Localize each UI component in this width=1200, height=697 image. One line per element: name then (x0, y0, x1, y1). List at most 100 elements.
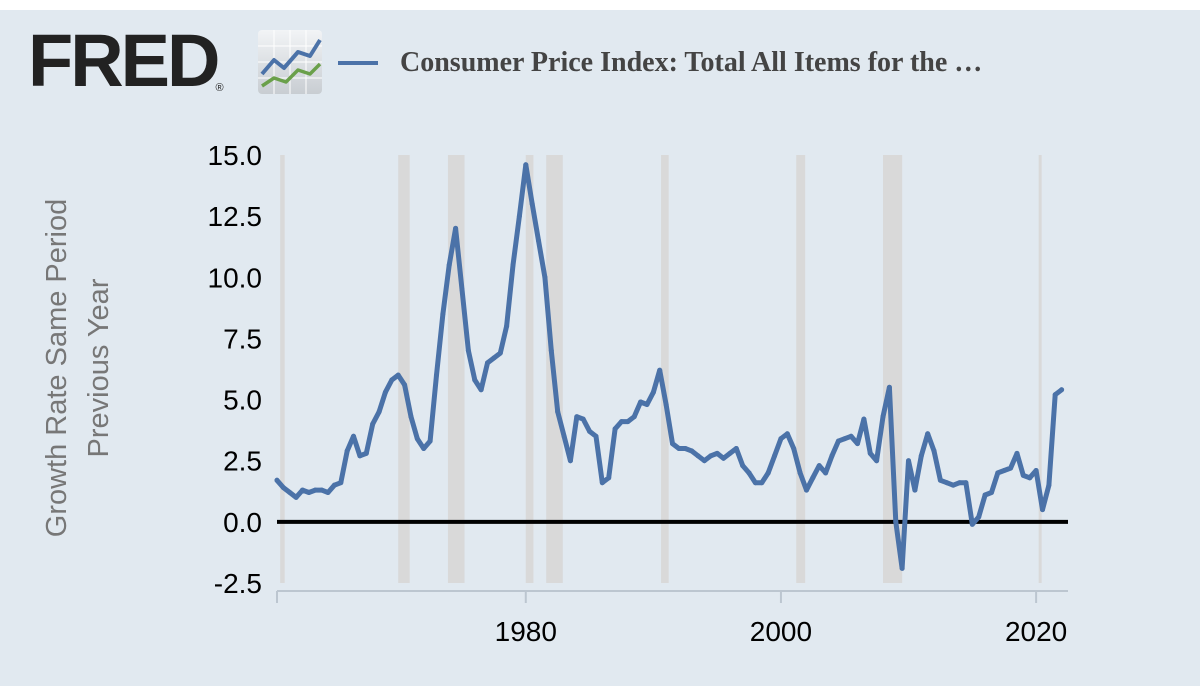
series-point (848, 433, 854, 439)
series-point (899, 565, 905, 571)
series-point (816, 463, 822, 469)
series-point (440, 311, 446, 317)
series-point (421, 445, 427, 451)
series-point (727, 450, 733, 456)
registered-mark: ® (215, 82, 224, 94)
series-point (854, 441, 860, 447)
series-point (918, 453, 924, 459)
series-point (523, 162, 529, 168)
series-point (969, 521, 975, 527)
series-point (351, 433, 357, 439)
series-point (689, 448, 695, 454)
series-point (644, 401, 650, 407)
series-point (561, 433, 567, 439)
series-point (1033, 467, 1039, 473)
series-point (995, 470, 1001, 476)
series-point (344, 448, 350, 454)
recession-band-6 (661, 155, 669, 583)
series-point (357, 453, 363, 459)
recession-band-7 (796, 155, 806, 583)
recession-shading-layer (280, 155, 1042, 583)
series-point (772, 453, 778, 459)
x-tick-label: 2020 (1005, 616, 1067, 647)
y-tick-label: 0.0 (223, 507, 262, 538)
series-point (638, 399, 644, 405)
series-point (631, 414, 637, 420)
series-point (338, 480, 344, 486)
series-point (886, 384, 892, 390)
series-point (625, 419, 631, 425)
series-point (714, 450, 720, 456)
series-point (733, 445, 739, 451)
y-tick-label: 5.0 (223, 385, 262, 416)
series-point (567, 458, 573, 464)
series-point (835, 438, 841, 444)
y-axis-title-line-2: Previous Year (83, 278, 115, 457)
series-point (925, 431, 931, 437)
x-tick-label: 1980 (495, 616, 557, 647)
fred-logo[interactable]: FRED ® (28, 24, 224, 98)
recession-band-9 (1038, 155, 1042, 583)
series-point (414, 436, 420, 442)
series-point (1059, 387, 1065, 393)
series-point (752, 480, 758, 486)
series-point (485, 360, 491, 366)
series-point (682, 445, 688, 451)
legend[interactable]: Consumer Price Index: Total All Items fo… (338, 38, 982, 88)
series-point (618, 419, 624, 425)
series-point (937, 477, 943, 483)
series-point (408, 414, 414, 420)
series-point (427, 438, 433, 444)
series-point (306, 490, 312, 496)
series-point (695, 453, 701, 459)
y-tick-label: 2.5 (223, 446, 262, 477)
x-axis-ticks: 1980 2000 2020 (276, 591, 1067, 647)
recession-band-1 (280, 155, 285, 583)
y-tick-label: 7.5 (223, 323, 262, 354)
series-point (280, 485, 286, 491)
y-tick-label: -2.5 (214, 568, 262, 599)
series-point (274, 477, 280, 483)
series-point (497, 350, 503, 356)
series-point (555, 409, 561, 415)
series-point (759, 480, 765, 486)
series-point (957, 480, 963, 486)
series-point (1014, 450, 1020, 456)
series-point (446, 262, 452, 268)
series-point (708, 453, 714, 459)
cpi-growth-series-line[interactable] (274, 162, 1065, 571)
series-point (944, 480, 950, 486)
series-point (663, 401, 669, 407)
series-point (746, 470, 752, 476)
series-point (293, 494, 299, 500)
series-point (510, 262, 516, 268)
series-point (574, 414, 580, 420)
series-point (1001, 467, 1007, 473)
series-point (325, 490, 331, 496)
series-point (676, 445, 682, 451)
series-point (874, 458, 880, 464)
recession-band-4 (525, 155, 534, 583)
y-axis-title-line-1: Growth Rate Same Period (41, 199, 73, 537)
series-point (465, 348, 471, 354)
series-point (478, 387, 484, 393)
legend-series-label: Consumer Price Index: Total All Items fo… (400, 47, 983, 78)
series-point (536, 238, 542, 244)
series-point (472, 377, 478, 383)
series-point (363, 450, 369, 456)
series-point (1027, 475, 1033, 481)
series-point (963, 480, 969, 486)
series-point (319, 487, 325, 493)
series-point (880, 414, 886, 420)
y-tick-label: 10.0 (208, 262, 263, 293)
series-point (593, 433, 599, 439)
series-point (331, 482, 337, 488)
series-point (287, 490, 293, 496)
legend-line-swatch (338, 61, 378, 65)
series-point (791, 445, 797, 451)
series-point (976, 514, 982, 520)
series-point (1020, 472, 1026, 478)
series-point (982, 492, 988, 498)
series-point (657, 367, 663, 373)
